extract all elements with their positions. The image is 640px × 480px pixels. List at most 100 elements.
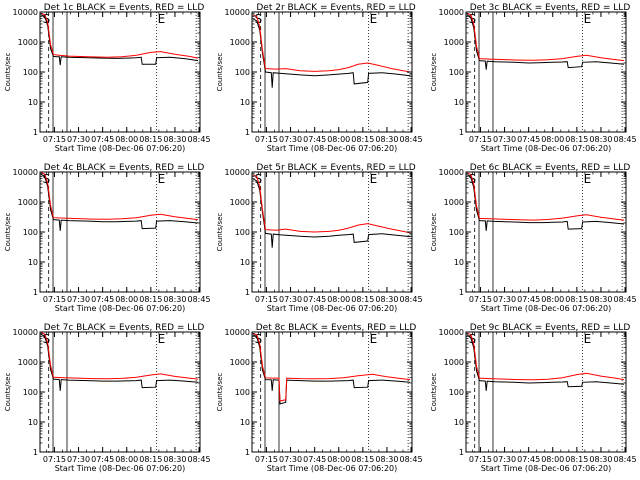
y-tick-label: 10000 <box>13 328 38 337</box>
x-tick-label: 08:45 <box>400 135 423 144</box>
lld-line <box>252 14 411 73</box>
y-tick-label: 10000 <box>13 8 38 17</box>
plot-frame <box>465 11 627 133</box>
y-tick-label: 10 <box>28 258 38 267</box>
x-tick-label: 08:30 <box>163 295 186 304</box>
lld-line <box>40 12 199 59</box>
y-tick-label: 1 <box>245 288 250 297</box>
y-tick-label: 10000 <box>225 168 250 177</box>
panel-title: Det 3c BLACK = Events, RED = LLD <box>470 3 631 13</box>
events-line <box>466 174 625 231</box>
y-tick-label: 10 <box>240 418 250 427</box>
x-tick-label: 07:15 <box>43 295 66 304</box>
x-tick-label: 08:15 <box>565 455 588 464</box>
events-line <box>466 334 625 391</box>
y-tick-label: 10 <box>240 258 250 267</box>
x-tick-label: 07:15 <box>469 295 492 304</box>
y-tick-label: 1000 <box>230 198 250 207</box>
x-tick-label: 08:30 <box>163 135 186 144</box>
x-axis-label: Start Time (08-Dec-06 07:06:20) <box>481 304 612 313</box>
x-tick-label: 08:15 <box>139 135 162 144</box>
x-tick-label: 08:45 <box>614 295 637 304</box>
y-tick-label: 1000 <box>444 38 464 47</box>
x-tick-label: 07:30 <box>493 455 516 464</box>
x-tick-label: 08:15 <box>351 455 374 464</box>
x-tick-label: 07:15 <box>255 295 278 304</box>
x-tick-label: 07:15 <box>469 455 492 464</box>
event-marker-s: S <box>254 172 262 186</box>
y-tick-label: 100 <box>235 228 250 237</box>
lld-line <box>40 332 199 380</box>
events-line <box>40 14 199 66</box>
plot-frame <box>39 11 201 133</box>
panel-title: Det 5r BLACK = Events, RED = LLD <box>256 163 415 173</box>
x-tick-label: 08:45 <box>188 295 211 304</box>
panel-title: Det 1c BLACK = Events, RED = LLD <box>44 3 205 13</box>
event-marker-e: E <box>158 12 166 26</box>
plot-frame <box>251 11 413 133</box>
x-tick-label: 08:00 <box>115 295 138 304</box>
y-tick-label: 1000 <box>18 198 38 207</box>
x-tick-label: 08:00 <box>115 135 138 144</box>
y-axis-label: Counts/sec <box>4 213 12 252</box>
y-axis-label: Counts/sec <box>216 213 224 252</box>
y-tick-label: 10 <box>454 98 464 107</box>
y-tick-label: 100 <box>449 388 464 397</box>
y-axis-label: Counts/sec <box>430 53 438 92</box>
y-axis-label: Counts/sec <box>216 53 224 92</box>
event-marker-e: E <box>584 332 592 346</box>
y-tick-label: 1000 <box>230 38 250 47</box>
x-tick-label: 08:45 <box>400 295 423 304</box>
lld-line <box>252 174 411 234</box>
x-tick-label: 07:30 <box>67 455 90 464</box>
y-tick-label: 10 <box>240 98 250 107</box>
plot-frame <box>251 331 413 453</box>
events-line <box>40 173 199 231</box>
y-tick-label: 10000 <box>225 8 250 17</box>
x-tick-label: 08:30 <box>589 295 612 304</box>
plot-frame <box>465 171 627 293</box>
y-tick-label: 10 <box>28 418 38 427</box>
y-tick-label: 10000 <box>439 168 464 177</box>
x-tick-label: 08:30 <box>163 455 186 464</box>
lld-line <box>466 12 625 62</box>
x-tick-label: 08:15 <box>565 295 588 304</box>
y-tick-label: 10000 <box>439 328 464 337</box>
x-tick-label: 07:15 <box>255 455 278 464</box>
lld-line <box>40 172 199 221</box>
x-tick-label: 08:00 <box>541 135 564 144</box>
x-tick-label: 08:30 <box>589 455 612 464</box>
x-tick-label: 08:45 <box>188 455 211 464</box>
plot-frame <box>39 171 201 293</box>
x-tick-label: 08:30 <box>375 135 398 144</box>
events-line <box>252 334 411 405</box>
x-tick-label: 07:15 <box>43 135 66 144</box>
x-tick-label: 08:30 <box>375 295 398 304</box>
lld-line <box>466 172 625 221</box>
y-tick-label: 1 <box>33 288 38 297</box>
y-tick-label: 1 <box>33 128 38 137</box>
y-tick-label: 1 <box>459 288 464 297</box>
y-tick-label: 1 <box>245 128 250 137</box>
x-axis-label: Start Time (08-Dec-06 07:06:20) <box>267 144 398 153</box>
x-tick-label: 08:00 <box>327 295 350 304</box>
x-tick-label: 08:15 <box>565 135 588 144</box>
x-tick-label: 07:30 <box>67 135 90 144</box>
x-tick-label: 08:15 <box>351 135 374 144</box>
lld-line <box>252 332 411 402</box>
y-tick-label: 100 <box>23 388 38 397</box>
x-tick-label: 07:30 <box>493 135 516 144</box>
x-tick-label: 07:45 <box>91 455 114 464</box>
x-tick-label: 07:45 <box>91 135 114 144</box>
y-tick-label: 100 <box>449 228 464 237</box>
y-axis-label: Counts/sec <box>216 373 224 412</box>
panel-title: Det 8c BLACK = Events, RED = LLD <box>256 323 417 333</box>
y-tick-label: 1000 <box>444 358 464 367</box>
x-axis-label: Start Time (08-Dec-06 07:06:20) <box>55 144 186 153</box>
x-tick-label: 07:30 <box>279 135 302 144</box>
event-marker-e: E <box>158 332 166 346</box>
